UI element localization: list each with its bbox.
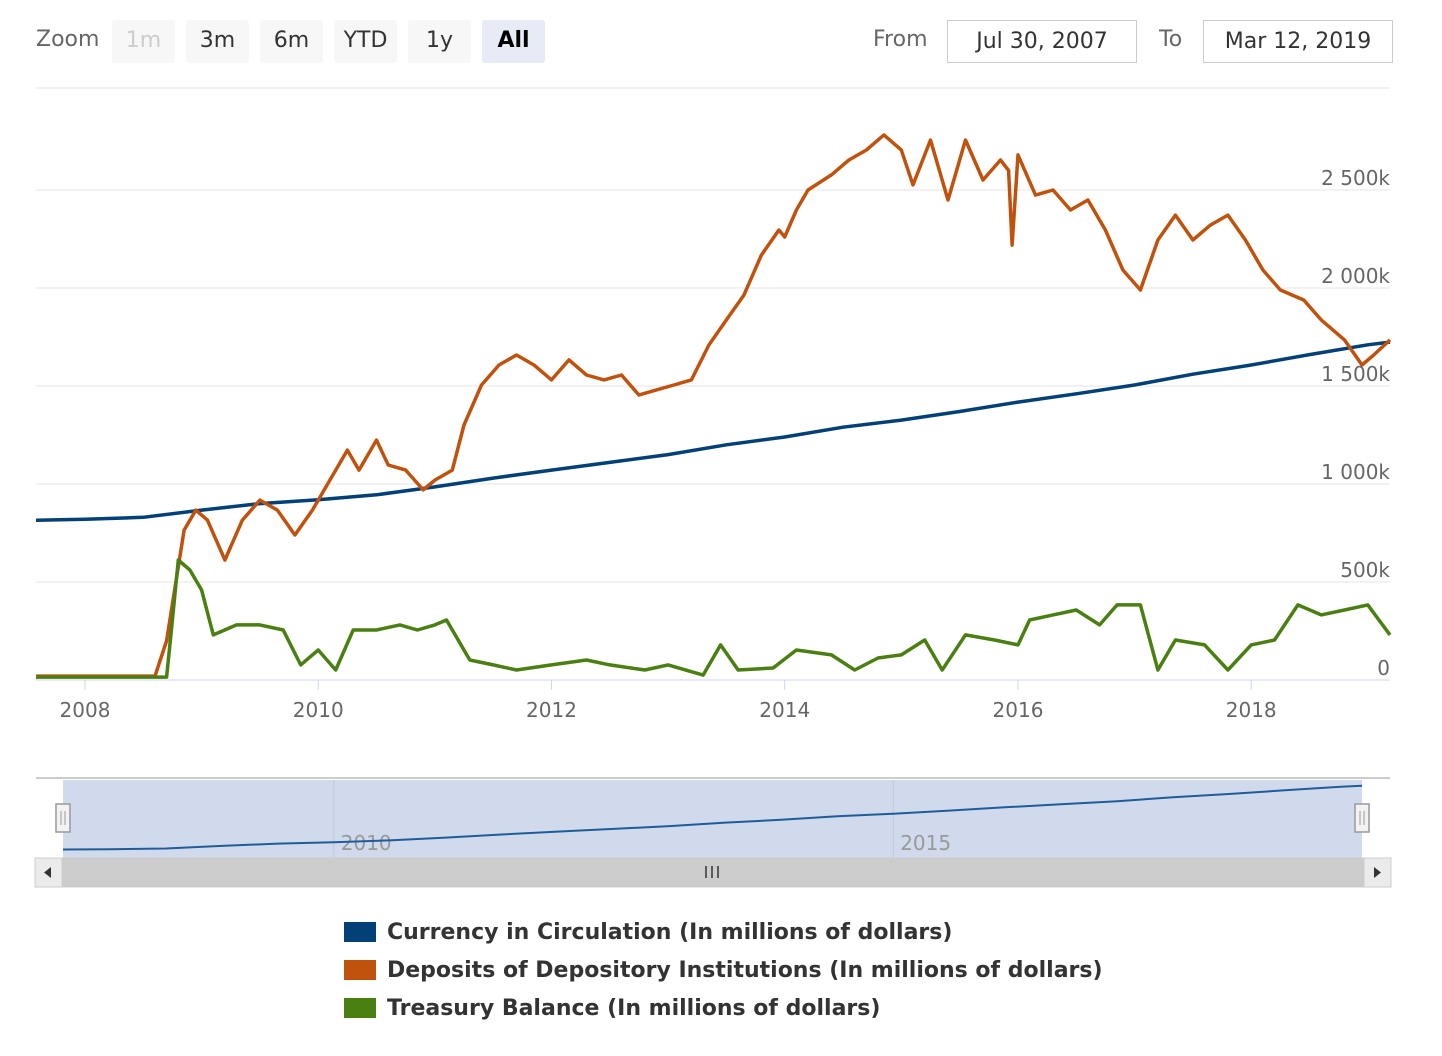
x-tick-label: 2010 bbox=[293, 698, 344, 722]
x-tick-label: 2012 bbox=[526, 698, 577, 722]
y-tick-label: 2 000k bbox=[1321, 264, 1390, 288]
handle-box bbox=[55, 803, 71, 833]
zoom-label: Zoom bbox=[36, 27, 100, 52]
handle-box bbox=[1354, 803, 1370, 833]
x-axis: 2008 2010 2012 2014 2016 2018 bbox=[60, 680, 1277, 722]
from-label: From bbox=[873, 27, 928, 52]
legend-item-currency[interactable]: Currency in Circulation (In millions of … bbox=[344, 918, 952, 948]
zoom-6m-button[interactable]: 6m bbox=[260, 20, 323, 63]
legend-item-treasury[interactable]: Treasury Balance (In millions of dollars… bbox=[344, 994, 880, 1024]
navigator-mask bbox=[63, 780, 1362, 858]
arrow-right-icon bbox=[1374, 867, 1381, 878]
legend-swatch bbox=[344, 922, 376, 942]
scrollbar-track bbox=[34, 857, 1392, 888]
legend-swatch bbox=[344, 998, 376, 1018]
navigator-series bbox=[62, 784, 1363, 851]
navigator-tick-label: 2015 bbox=[900, 831, 951, 855]
legend-item-deposits[interactable]: Deposits of Depository Institutions (In … bbox=[344, 956, 1103, 986]
zoom-1y-button[interactable]: 1y bbox=[408, 20, 471, 63]
legend-label: Currency in Circulation (In millions of … bbox=[387, 920, 953, 945]
y-tick-label: 500k bbox=[1340, 558, 1390, 582]
y-tick-label: 2 500k bbox=[1321, 166, 1390, 190]
to-label: To bbox=[1159, 27, 1183, 52]
x-tick-label: 2014 bbox=[759, 698, 810, 722]
y-axis: 0 500k 1 000k 1 500k 2 000k 2 500k bbox=[1321, 166, 1390, 680]
legend-label: Deposits of Depository Institutions (In … bbox=[387, 958, 1103, 983]
zoom-3m-button[interactable]: 3m bbox=[186, 20, 249, 63]
grid bbox=[36, 87, 1390, 681]
from-date-input[interactable]: Jul 30, 2007 bbox=[947, 20, 1137, 63]
legend-label: Treasury Balance (In millions of dollars… bbox=[387, 996, 881, 1021]
zoom-1m-button[interactable]: 1m bbox=[112, 20, 175, 63]
zoom-all-button[interactable]: All bbox=[482, 20, 545, 63]
navigator-left-handle[interactable] bbox=[55, 803, 71, 833]
navigator-right-handle[interactable] bbox=[1354, 803, 1370, 833]
zoom-ytd-button[interactable]: YTD bbox=[334, 20, 397, 63]
series-line-1 bbox=[36, 133, 1392, 678]
to-date-input[interactable]: Mar 12, 2019 bbox=[1203, 20, 1393, 63]
scrollbar[interactable] bbox=[34, 857, 1392, 888]
y-tick-label: 1 500k bbox=[1321, 362, 1390, 386]
arrow-left-icon bbox=[44, 867, 51, 878]
series-line-0 bbox=[35, 340, 1391, 523]
x-tick-label: 2016 bbox=[993, 698, 1044, 722]
x-tick-label: 2018 bbox=[1226, 698, 1277, 722]
x-tick-label: 2008 bbox=[60, 698, 111, 722]
navigator-tick-label: 2010 bbox=[341, 831, 392, 855]
series-line-2 bbox=[36, 558, 1392, 679]
y-tick-label: 1 000k bbox=[1321, 460, 1390, 484]
series-group bbox=[35, 133, 1392, 679]
y-tick-label: 0 bbox=[1377, 656, 1390, 680]
legend-swatch bbox=[344, 960, 376, 980]
navigator[interactable]: 2010 2015 bbox=[34, 777, 1392, 888]
